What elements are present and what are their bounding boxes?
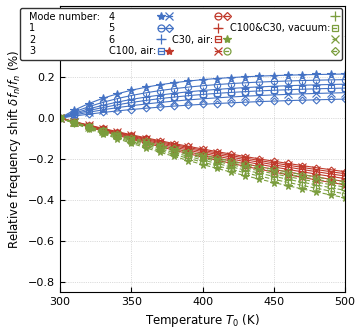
Legend: Mode number:, 1, 2, 3, 4, 5, 6, C100, air:, , , , , , , C30, air:, , , , , , , C: Mode number:, 1, 2, 3, 4, 5, 6, C100, ai… bbox=[19, 8, 342, 60]
X-axis label: Temperature $T_0$ (K): Temperature $T_0$ (K) bbox=[145, 313, 260, 329]
Y-axis label: Relative frequency shift $\delta f_n/f_n$ (%): Relative frequency shift $\delta f_n/f_n… bbox=[5, 49, 22, 249]
